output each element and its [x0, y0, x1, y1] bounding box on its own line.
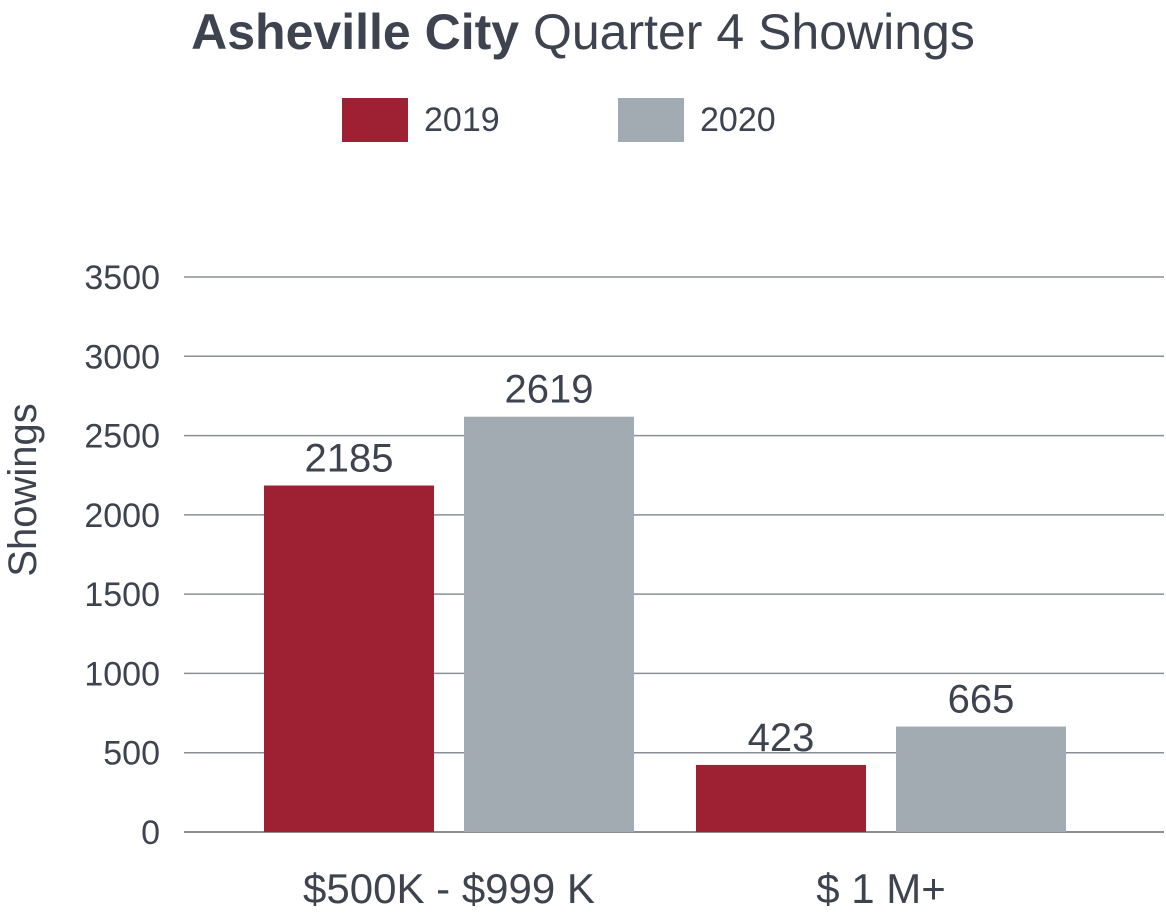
legend-item-2019: 2019 [342, 97, 500, 143]
legend-label-2019: 2019 [424, 100, 500, 139]
data-label: 665 [948, 678, 1015, 722]
y-tick-label: 2000 [84, 497, 160, 535]
chart-title-rest: Quarter 4 Showings [532, 4, 975, 60]
y-tick-label: 3000 [84, 338, 160, 376]
chart-title: Asheville City Quarter 4 Showings [0, 2, 1166, 62]
y-axis-label: Showings [1, 403, 45, 576]
data-label: 423 [748, 716, 815, 760]
y-tick-label: 1000 [84, 655, 160, 693]
y-tick-label: 1500 [84, 576, 160, 614]
legend-item-2020: 2020 [618, 97, 776, 143]
legend-swatch-2019 [342, 98, 408, 142]
bars [264, 416, 1066, 832]
data-label: 2185 [305, 437, 394, 481]
bar-2019 [696, 764, 866, 832]
x-tick-label: $500K - $999 K [303, 865, 595, 912]
bar-2020 [464, 416, 634, 832]
data-labels: 2185 2619 423 665 [305, 368, 1015, 760]
legend-label-2020: 2020 [700, 100, 776, 139]
data-label: 2619 [505, 368, 594, 412]
legend-swatch-2020 [618, 98, 684, 142]
y-tick-label: 500 [103, 735, 160, 773]
y-tick-label: 0 [141, 814, 160, 852]
y-tick-label: 3500 [84, 259, 160, 297]
bar-2020 [896, 726, 1066, 832]
y-tick-label: 2500 [84, 418, 160, 456]
chart-legend: 2019 2020 [0, 97, 1166, 143]
chart-title-bold: Asheville City [191, 4, 520, 60]
x-tick-label: $ 1 M+ [816, 865, 946, 912]
y-tick-labels: 0 500 1000 1500 2000 2500 3000 3500 [84, 259, 160, 852]
x-tick-labels: $500K - $999 K $ 1 M+ [303, 865, 946, 912]
bar-2019 [264, 485, 434, 832]
